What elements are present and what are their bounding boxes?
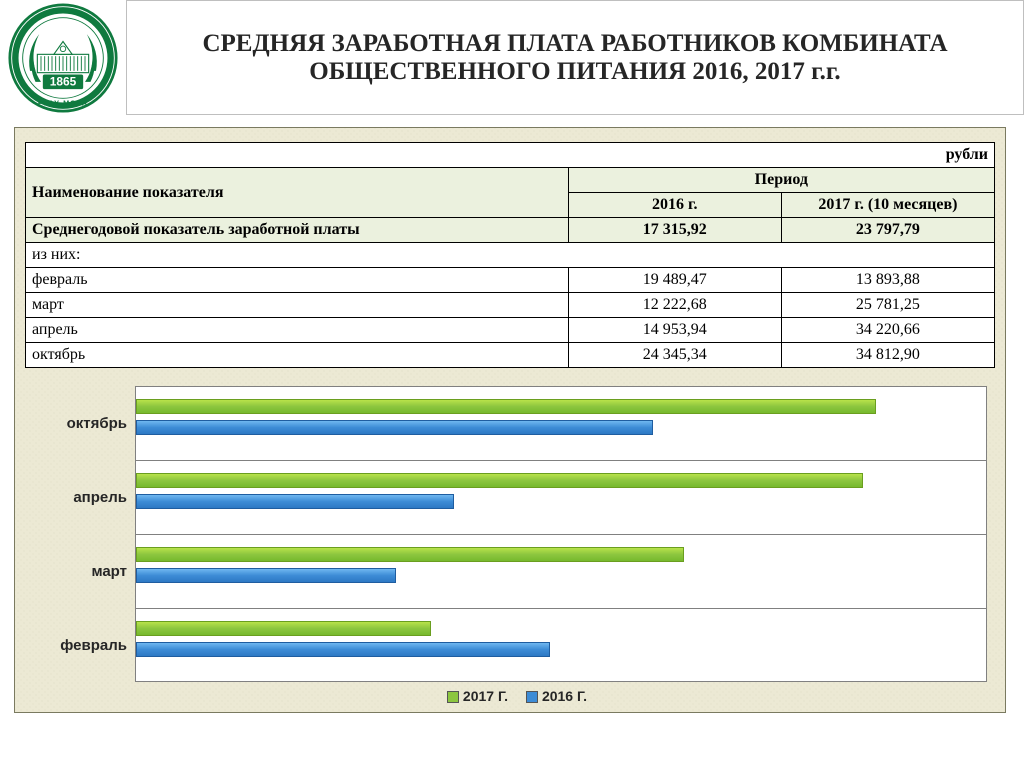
legend-label-2017: 2017 Г. bbox=[463, 688, 508, 704]
row-name: апрель bbox=[26, 318, 569, 343]
university-emblem-icon: 1865 РГАУ-МСХА bbox=[8, 3, 118, 113]
row-name: октябрь bbox=[26, 343, 569, 368]
unit-label: рубли bbox=[26, 143, 995, 168]
logo-name: РГАУ-МСХА bbox=[38, 98, 88, 107]
col-period-header: Период bbox=[568, 168, 994, 193]
row-2017: 34 220,66 bbox=[781, 318, 994, 343]
unit-row: рубли bbox=[26, 143, 995, 168]
chart-y-label: март bbox=[25, 534, 135, 608]
table-row: апрель 14 953,94 34 220,66 bbox=[26, 318, 995, 343]
panel: рубли Наименование показателя Период 201… bbox=[14, 127, 1006, 713]
chart-bar bbox=[136, 547, 684, 562]
avg-label: Среднегодовой показатель заработной плат… bbox=[26, 218, 569, 243]
table-row: октябрь 24 345,34 34 812,90 bbox=[26, 343, 995, 368]
table-row: февраль 19 489,47 13 893,88 bbox=[26, 268, 995, 293]
row-2017: 13 893,88 bbox=[781, 268, 994, 293]
col-2016-header: 2016 г. bbox=[568, 193, 781, 218]
salary-table: рубли Наименование показателя Период 201… bbox=[25, 142, 995, 368]
chart-legend: 2017 Г. 2016 Г. bbox=[25, 682, 995, 704]
table-row: март 12 222,68 25 781,25 bbox=[26, 293, 995, 318]
logo-year: 1865 bbox=[50, 74, 77, 88]
avg-2017: 23 797,79 bbox=[781, 218, 994, 243]
row-2016: 24 345,34 bbox=[568, 343, 781, 368]
chart-category bbox=[136, 535, 986, 609]
chart-category bbox=[136, 461, 986, 535]
chart-category bbox=[136, 387, 986, 461]
chart-y-label: апрель bbox=[25, 460, 135, 534]
row-2017: 34 812,90 bbox=[781, 343, 994, 368]
row-2016: 12 222,68 bbox=[568, 293, 781, 318]
col-name-header: Наименование показателя bbox=[26, 168, 569, 218]
legend-swatch-2016-icon bbox=[526, 691, 538, 703]
header: 1865 РГАУ-МСХА СРЕДНЯЯ ЗАРАБОТНАЯ ПЛАТА … bbox=[0, 0, 1024, 115]
chart-category bbox=[136, 609, 986, 683]
avg-row: Среднегодовой показатель заработной плат… bbox=[26, 218, 995, 243]
chart-y-label: октябрь bbox=[25, 386, 135, 460]
chart-plot-area bbox=[135, 386, 987, 682]
row-name: март bbox=[26, 293, 569, 318]
chart-bar bbox=[136, 420, 653, 435]
legend-swatch-2017-icon bbox=[447, 691, 459, 703]
chart-y-label: февраль bbox=[25, 608, 135, 682]
legend-label-2016: 2016 Г. bbox=[542, 688, 587, 704]
row-2016: 19 489,47 bbox=[568, 268, 781, 293]
header-row-1: Наименование показателя Период bbox=[26, 168, 995, 193]
chart-bar bbox=[136, 621, 431, 636]
row-name: февраль bbox=[26, 268, 569, 293]
chart-y-labels: октябрьапрельмартфевраль bbox=[25, 386, 135, 682]
subhead-row: из них: bbox=[26, 243, 995, 268]
chart-bar bbox=[136, 642, 550, 657]
page-title: СРЕДНЯЯ ЗАРАБОТНАЯ ПЛАТА РАБОТНИКОВ КОМБ… bbox=[126, 0, 1024, 115]
content: рубли Наименование показателя Период 201… bbox=[0, 115, 1024, 713]
avg-2016: 17 315,92 bbox=[568, 218, 781, 243]
chart-bar bbox=[136, 494, 454, 509]
logo: 1865 РГАУ-МСХА bbox=[0, 0, 126, 115]
col-2017-header: 2017 г. (10 месяцев) bbox=[781, 193, 994, 218]
subhead: из них: bbox=[26, 243, 995, 268]
chart-bar bbox=[136, 399, 876, 414]
salary-chart: октябрьапрельмартфевраль 2017 Г. 2016 Г. bbox=[25, 386, 995, 704]
row-2017: 25 781,25 bbox=[781, 293, 994, 318]
chart-bar bbox=[136, 568, 396, 583]
chart-bar bbox=[136, 473, 863, 488]
row-2016: 14 953,94 bbox=[568, 318, 781, 343]
